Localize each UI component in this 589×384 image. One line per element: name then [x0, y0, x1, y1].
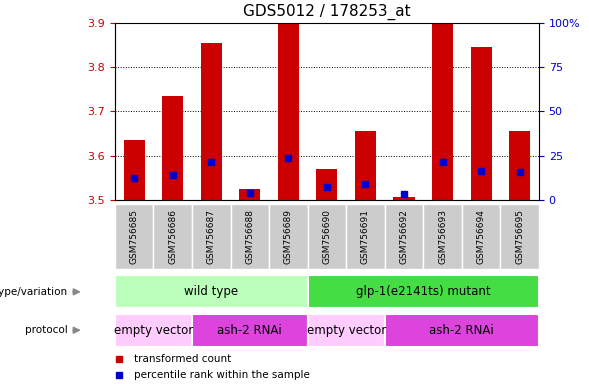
Bar: [269, 204, 307, 269]
Bar: [509, 131, 530, 200]
Bar: [462, 204, 501, 269]
Bar: [346, 204, 385, 269]
Bar: [230, 204, 269, 269]
Bar: [192, 314, 307, 347]
Bar: [385, 314, 539, 347]
Text: percentile rank within the sample: percentile rank within the sample: [134, 370, 310, 380]
Title: GDS5012 / 178253_at: GDS5012 / 178253_at: [243, 4, 411, 20]
Bar: [307, 204, 346, 269]
Bar: [192, 204, 230, 269]
Text: transformed count: transformed count: [134, 354, 231, 364]
Text: empty vector: empty vector: [306, 324, 386, 337]
Bar: [115, 204, 153, 269]
Text: GSM756694: GSM756694: [477, 209, 485, 263]
Bar: [124, 140, 145, 200]
Text: GSM756686: GSM756686: [168, 209, 177, 264]
Bar: [355, 131, 376, 200]
Text: GSM756685: GSM756685: [130, 209, 138, 264]
Text: ash-2 RNAi: ash-2 RNAi: [429, 324, 494, 337]
Text: GSM756689: GSM756689: [284, 209, 293, 264]
Bar: [162, 96, 183, 200]
Bar: [393, 197, 415, 200]
Text: GSM756688: GSM756688: [245, 209, 254, 264]
Text: GSM756691: GSM756691: [361, 209, 370, 264]
Text: GSM756693: GSM756693: [438, 209, 447, 264]
Text: ash-2 RNAi: ash-2 RNAi: [217, 324, 282, 337]
Text: GSM756687: GSM756687: [207, 209, 216, 264]
Text: GSM756692: GSM756692: [399, 209, 409, 263]
Text: protocol: protocol: [25, 325, 68, 335]
Bar: [501, 204, 539, 269]
Text: glp-1(e2141ts) mutant: glp-1(e2141ts) mutant: [356, 285, 491, 298]
Bar: [278, 23, 299, 200]
Text: wild type: wild type: [184, 285, 239, 298]
Bar: [201, 43, 222, 200]
Bar: [385, 204, 423, 269]
Bar: [316, 169, 337, 200]
Text: genotype/variation: genotype/variation: [0, 287, 68, 297]
Bar: [307, 275, 539, 308]
Bar: [471, 47, 492, 200]
Bar: [115, 275, 307, 308]
Bar: [307, 314, 385, 347]
Bar: [115, 314, 192, 347]
Bar: [239, 189, 260, 200]
Text: GSM756690: GSM756690: [322, 209, 332, 264]
Bar: [432, 23, 453, 200]
Bar: [423, 204, 462, 269]
Bar: [153, 204, 192, 269]
Text: GSM756695: GSM756695: [515, 209, 524, 264]
Text: empty vector: empty vector: [114, 324, 193, 337]
